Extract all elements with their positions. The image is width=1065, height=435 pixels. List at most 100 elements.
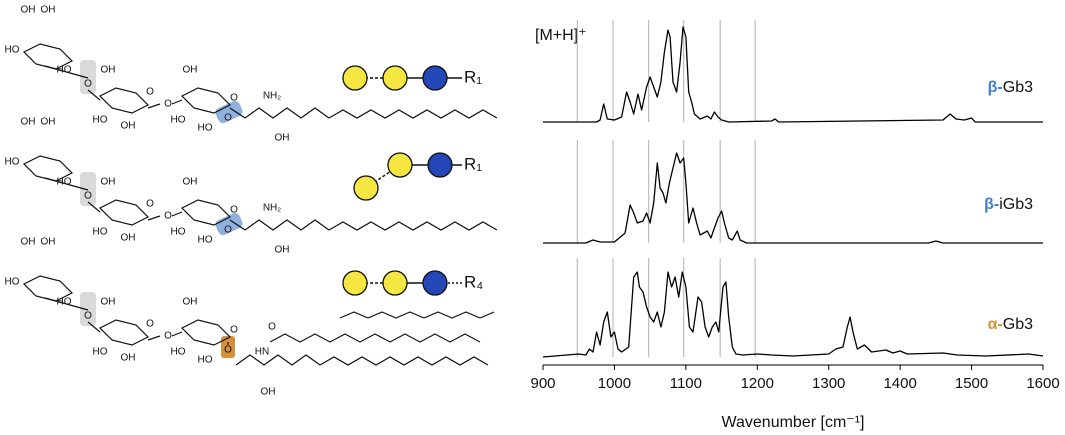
sugar-ring	[180, 199, 232, 226]
atom-label: O	[230, 325, 238, 336]
series-name: Gb3	[1003, 79, 1033, 96]
atom-label: O	[164, 99, 172, 110]
anomer: β-	[984, 196, 999, 213]
carbon-chain	[235, 354, 321, 366]
glycan-tail: R₄	[464, 272, 483, 291]
bond	[147, 103, 161, 109]
fatty-acid-chain	[269, 333, 481, 343]
spectrum-line	[543, 152, 1043, 244]
atom-label: OH	[183, 177, 198, 188]
bond	[147, 215, 161, 221]
atom-label: HO	[171, 115, 186, 126]
atom-label: HO	[171, 227, 186, 238]
highlight	[80, 172, 96, 206]
atom-label: NH₂	[263, 91, 281, 102]
atom-label: O	[146, 319, 154, 330]
series-name: Gb3	[1003, 316, 1033, 333]
atom-label: O	[146, 87, 154, 98]
sugar-ring	[22, 155, 74, 182]
glycan-galactose	[353, 175, 379, 201]
fatty-acid-chain	[339, 311, 495, 319]
x-tick-label: 1200	[741, 375, 774, 392]
atom-label: OH	[121, 353, 136, 364]
atom-label: O	[230, 93, 238, 104]
sugar-ring	[180, 319, 232, 346]
atom-label: HO	[93, 227, 108, 238]
atom-label: O	[230, 205, 238, 216]
series-label: β-iGb3	[984, 196, 1033, 213]
x-tick-label: 1600	[1026, 375, 1059, 392]
bond	[44, 65, 89, 79]
bond	[87, 89, 101, 101]
bond	[171, 99, 183, 105]
sugar-ring	[180, 87, 232, 114]
highlight	[215, 100, 243, 124]
atom-label: O	[146, 199, 154, 210]
atom-label: O	[268, 322, 276, 333]
sugar-ring	[98, 319, 150, 346]
atom-label: HO	[5, 277, 20, 288]
atom-label: OH	[41, 117, 56, 128]
x-tick-label: 1100	[670, 375, 702, 392]
atom-label: HO	[57, 177, 72, 188]
atom-label: O	[84, 191, 92, 202]
atom-label: O	[84, 311, 92, 322]
atom-label: OH	[275, 133, 290, 144]
glycan-galactose	[382, 65, 408, 91]
atom-label: HO	[57, 297, 72, 308]
x-tick-label: 1300	[812, 375, 845, 392]
sugar-ring	[22, 43, 74, 70]
atom-label: OH	[41, 5, 56, 16]
atom-label: O	[224, 113, 232, 124]
bond	[229, 107, 246, 119]
x-tick-label: 1500	[955, 375, 988, 392]
highlight	[80, 292, 96, 326]
atom-label: OH	[121, 121, 136, 132]
series-name: iGb3	[999, 196, 1033, 213]
carbon-chain	[319, 356, 489, 366]
atom-label: HO	[5, 157, 20, 168]
anomer: α-	[988, 316, 1003, 333]
highlight	[80, 60, 96, 94]
series-label: β-Gb3	[988, 79, 1033, 96]
glycan-glucose	[427, 152, 453, 178]
glycan-tail: R₁	[464, 67, 482, 86]
atom-label: OH	[275, 245, 290, 256]
bond	[44, 177, 89, 191]
atom-label: O	[84, 79, 92, 90]
atom-label: HO	[5, 45, 20, 56]
atom-label: HO	[93, 115, 108, 126]
bond	[87, 321, 101, 333]
glycan-galactose	[342, 65, 368, 91]
bond	[87, 201, 101, 213]
highlight	[221, 336, 235, 358]
atom-label: HO	[198, 235, 213, 246]
glycan-glucose	[422, 65, 448, 91]
bond	[229, 219, 246, 231]
atom-label: OH	[21, 117, 36, 128]
atom-label: OH	[183, 65, 198, 76]
annotation: [M+H]⁺	[535, 27, 587, 44]
series-label: α-Gb3	[988, 316, 1034, 333]
atom-label: HO	[57, 65, 72, 76]
atom-label: O	[164, 211, 172, 222]
atom-label: NH₂	[263, 203, 281, 214]
atom-label: OH	[121, 233, 136, 244]
atom-label: OH	[101, 297, 116, 308]
glycan-glucose	[422, 270, 448, 296]
carbon-chain	[328, 221, 498, 231]
carbon-chain	[328, 109, 498, 119]
x-tick-label: 1000	[598, 375, 631, 392]
highlight	[215, 212, 243, 236]
sugar-ring	[22, 275, 74, 302]
x-axis-title: Wavenumber [cm⁻¹]	[722, 414, 865, 431]
x-tick-label: 1400	[883, 375, 916, 392]
atom-label: O	[164, 331, 172, 342]
atom-label: O	[224, 225, 232, 236]
sugar-ring	[98, 199, 150, 226]
atom-label: OH	[21, 237, 36, 248]
atom-label: OH	[101, 177, 116, 188]
atom-label: OH	[261, 387, 276, 398]
atom-label: HO	[198, 123, 213, 134]
